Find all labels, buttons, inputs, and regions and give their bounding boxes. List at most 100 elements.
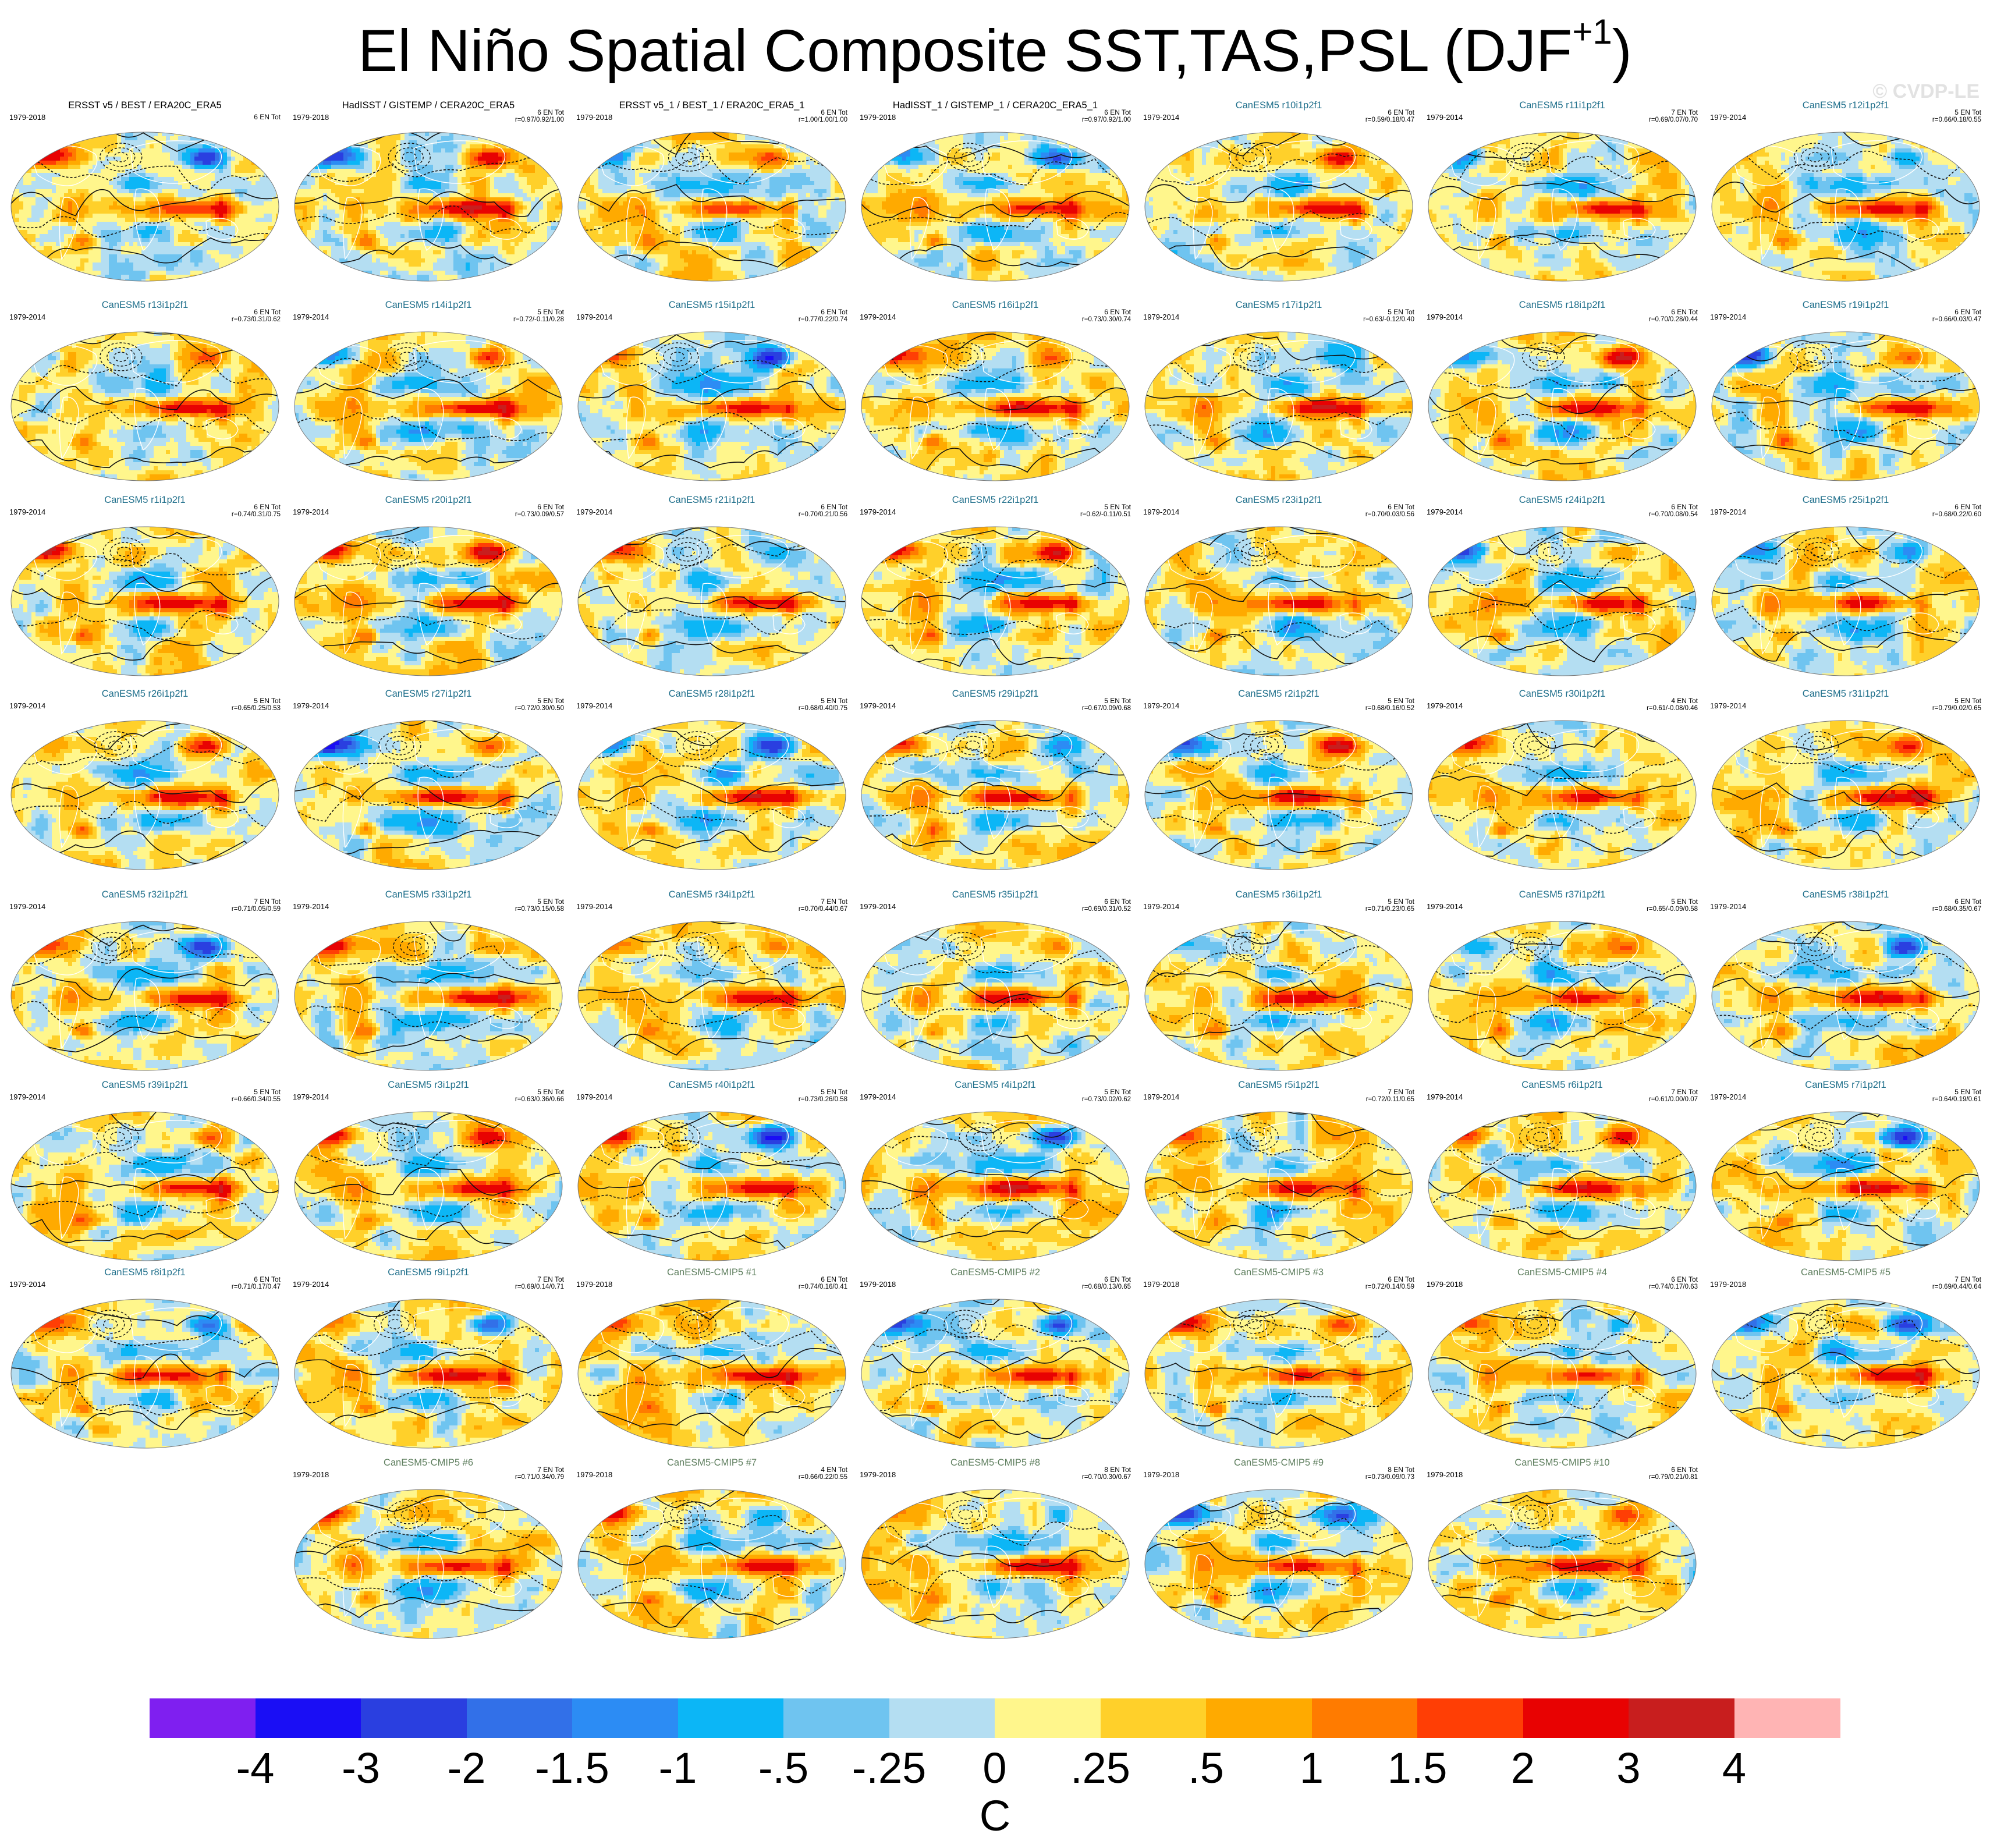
colorbar-segment — [1101, 1698, 1207, 1738]
panel-correlation: r=0.74/0.17/0.63 — [1649, 1283, 1698, 1291]
panel-event-count: 7 EN Tot — [1671, 1088, 1698, 1096]
panel-correlation: r=0.73/0.02/0.62 — [1082, 1096, 1131, 1104]
panel-title: CanESM5 r38i1p2f1 — [1709, 889, 1982, 900]
map-panel: CanESM5 r16i1p2f1 1979-2014 6 EN Tot r=0.73… — [859, 302, 1132, 488]
panel-event-count: 6 EN Tot — [1388, 109, 1414, 116]
panel-title: CanESM5 r20i1p2f1 — [292, 494, 565, 506]
panel-correlation: r=0.68/0.40/0.75 — [799, 705, 847, 712]
anomaly-field — [578, 332, 847, 483]
panel-event-count: 6 EN Tot — [1671, 1466, 1698, 1474]
global-map — [1425, 690, 1699, 877]
panel-title: CanESM5-CMIP5 #3 — [1142, 1267, 1416, 1278]
colorbar-segment — [1312, 1698, 1418, 1738]
map-panel: CanESM5 r13i1p2f1 1979-2014 6 EN Tot r=0.73… — [8, 302, 282, 488]
anomaly-field — [1145, 915, 1414, 1072]
colorbar-tick-label: -.5 — [758, 1744, 808, 1793]
map-panel: CanESM5 r7i1p2f1 1979-2014 5 EN Tot r=0.64/… — [1709, 1081, 1982, 1268]
panel-title: CanESM5-CMIP5 #5 — [1709, 1267, 1982, 1278]
panel-event-count: 5 EN Tot — [1954, 109, 1981, 116]
map-panel: CanESM5-CMIP5 #7 1979-2018 4 EN Tot r=0.66/… — [575, 1459, 849, 1645]
anomaly-field — [1428, 132, 1698, 283]
global-map — [1709, 891, 1982, 1077]
map-panel: CanESM5 r33i1p2f1 1979-2014 5 EN Tot r=0.73… — [292, 891, 565, 1077]
anomaly-field — [1428, 721, 1698, 872]
panel-correlation: r=0.97/0.92/1.00 — [515, 116, 564, 124]
panel-event-count: 5 EN Tot — [537, 308, 564, 316]
panel-years: 1979-2018 — [576, 1471, 612, 1479]
panel-years: 1979-2018 — [293, 113, 329, 122]
colorbar-segment — [1417, 1698, 1523, 1738]
panel-title: CanESM5 r5i1p2f1 — [1142, 1079, 1416, 1091]
global-map — [1709, 102, 1982, 288]
panel-correlation: r=0.66/0.18/0.55 — [1932, 116, 1981, 124]
map-panel: CanESM5-CMIP5 #9 1979-2018 8 EN Tot r=0.73/… — [1142, 1459, 1416, 1645]
panel-years: 1979-2014 — [576, 702, 612, 710]
global-map — [292, 690, 565, 877]
panel-title: CanESM5 r39i1p2f1 — [8, 1079, 282, 1091]
colorbar-segment — [1629, 1698, 1734, 1738]
global-map — [575, 1269, 849, 1455]
panel-correlation: r=0.66/0.34/0.55 — [232, 1096, 281, 1104]
panel-title: CanESM5 r40i1p2f1 — [575, 1079, 849, 1091]
figure-title: El Niño Spatial Composite SST,TAS,PSL (D… — [0, 15, 1990, 86]
global-map — [1425, 1081, 1699, 1268]
colorbar-segment — [256, 1698, 361, 1738]
panel-event-count: 6 EN Tot — [1104, 1276, 1131, 1283]
panel-title: CanESM5 r25i1p2f1 — [1709, 494, 1982, 506]
panel-years: 1979-2014 — [9, 702, 45, 710]
panel-title: CanESM5-CMIP5 #10 — [1425, 1457, 1699, 1469]
colorbar-tick-label: 2 — [1511, 1744, 1535, 1793]
global-map — [8, 102, 282, 288]
panel-event-count: 6 EN Tot — [1954, 503, 1981, 511]
panel-event-count: 7 EN Tot — [1388, 1088, 1414, 1096]
global-map — [1142, 102, 1416, 288]
map-panel: CanESM5 r20i1p2f1 1979-2014 6 EN Tot r=0.73… — [292, 496, 565, 683]
map-panel: CanESM5 r18i1p2f1 1979-2014 6 EN Tot r=0.70… — [1425, 302, 1699, 488]
anomaly-field — [11, 527, 281, 678]
panel-years: 1979-2014 — [1710, 702, 1746, 710]
panel-correlation: r=0.62/-0.11/0.51 — [1080, 511, 1131, 519]
colorbar-segment — [150, 1698, 256, 1738]
panel-event-count: 6 EN Tot — [821, 503, 847, 511]
panel-years: 1979-2014 — [1143, 313, 1179, 321]
colorbar-segment — [1734, 1698, 1840, 1738]
global-map — [575, 302, 849, 488]
panel-years: 1979-2014 — [293, 1093, 329, 1101]
map-panel: CanESM5 r36i1p2f1 1979-2014 5 EN Tot r=0.71… — [1142, 891, 1416, 1077]
panel-event-count: 5 EN Tot — [1388, 898, 1414, 906]
title-superscript: +1 — [1572, 12, 1612, 51]
global-map — [1709, 1269, 1982, 1455]
panel-years: 1979-2014 — [1143, 113, 1179, 122]
panel-years: 1979-2014 — [9, 508, 45, 516]
panel-correlation: r=0.66/0.03/0.47 — [1932, 316, 1981, 324]
panel-title: CanESM5 r37i1p2f1 — [1425, 889, 1699, 900]
map-panel: CanESM5 r3i1p2f1 1979-2014 5 EN Tot r=0.63/… — [292, 1081, 565, 1268]
map-panel: CanESM5-CMIP5 #4 1979-2018 6 EN Tot r=0.74/… — [1425, 1269, 1699, 1455]
panel-title: CanESM5 r31i1p2f1 — [1709, 688, 1982, 700]
panel-title: CanESM5 r13i1p2f1 — [8, 299, 282, 311]
global-map — [575, 1081, 849, 1268]
panel-correlation: r=0.69/0.07/0.70 — [1649, 116, 1698, 124]
panel-event-count: 6 EN Tot — [1954, 898, 1981, 906]
panel-years: 1979-2014 — [9, 1281, 45, 1289]
panel-correlation: r=0.72/0.11/0.65 — [1366, 1096, 1414, 1104]
panel-event-count: 7 EN Tot — [1671, 109, 1698, 116]
global-map — [859, 102, 1132, 288]
map-panel: CanESM5 r1i1p2f1 1979-2014 6 EN Tot r=0.74/… — [8, 496, 282, 683]
colorbar-segment — [467, 1698, 573, 1738]
panel-title: CanESM5 r23i1p2f1 — [1142, 494, 1416, 506]
colorbar — [150, 1698, 1840, 1738]
panel-event-count: 5 EN Tot — [537, 1088, 564, 1096]
panel-event-count: 8 EN Tot — [1388, 1466, 1414, 1474]
panel-years: 1979-2014 — [9, 903, 45, 911]
map-panel: CanESM5-CMIP5 #1 1979-2018 6 EN Tot r=0.74/… — [575, 1269, 849, 1455]
panel-event-count: 7 EN Tot — [1954, 1276, 1981, 1283]
panel-title: CanESM5 r21i1p2f1 — [575, 494, 849, 506]
anomaly-field — [1428, 527, 1698, 678]
global-map — [859, 1269, 1132, 1455]
panel-event-count: 5 EN Tot — [1388, 697, 1414, 705]
panel-event-count: 6 EN Tot — [1671, 1276, 1698, 1283]
panel-correlation: r=0.71/0.05/0.59 — [232, 906, 281, 913]
colorbar-tick-label: -4 — [236, 1744, 275, 1793]
panel-title: CanESM5-CMIP5 #8 — [859, 1457, 1132, 1469]
